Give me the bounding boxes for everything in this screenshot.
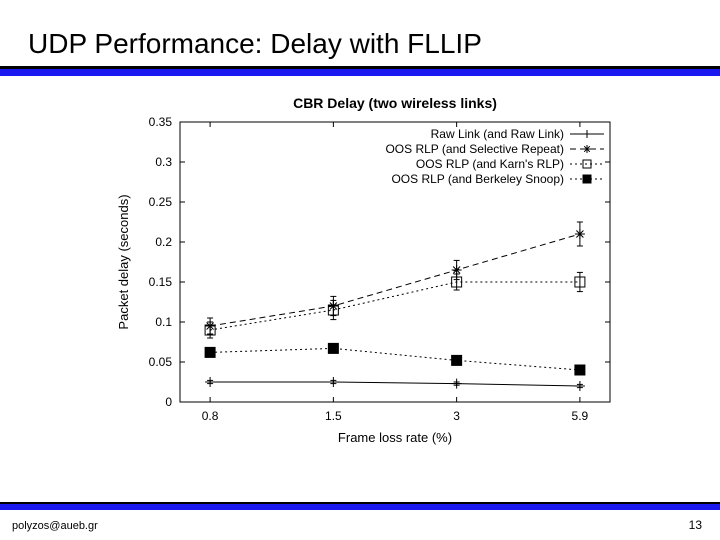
svg-text:3: 3: [453, 409, 460, 423]
svg-text:OOS RLP (and Selective Repeat): OOS RLP (and Selective Repeat): [385, 142, 564, 156]
slide: { "title": "UDP Performance: Delay with …: [0, 0, 720, 540]
svg-text:Frame loss rate (%): Frame loss rate (%): [338, 430, 452, 445]
svg-text:0.8: 0.8: [202, 409, 219, 423]
footer-divider-blue: [0, 504, 720, 510]
svg-text:5.9: 5.9: [572, 409, 589, 423]
svg-text:0.15: 0.15: [149, 275, 173, 289]
delay-chart: CBR Delay (two wireless links) 0 0.05 0.1 0.…: [110, 92, 630, 452]
footer-email: polyzos@aueb.gr: [12, 520, 98, 532]
svg-text:Packet delay (seconds): Packet delay (seconds): [116, 194, 131, 329]
chart-container: CBR Delay (two wireless links) 0 0.05 0.1 0.…: [110, 92, 630, 452]
svg-text:1.5: 1.5: [325, 409, 342, 423]
title-divider-blue: [0, 69, 720, 76]
svg-text:0.05: 0.05: [149, 355, 173, 369]
svg-text:CBR Delay (two wireless links): CBR Delay (two wireless links): [293, 95, 497, 111]
svg-text:0.2: 0.2: [155, 235, 172, 249]
page-title: UDP Performance: Delay with FLLIP: [28, 28, 482, 60]
svg-text:Raw Link (and Raw Link): Raw Link (and Raw Link): [431, 127, 564, 141]
svg-text:0.35: 0.35: [149, 115, 173, 129]
svg-text:0.25: 0.25: [149, 195, 173, 209]
slide-number: 13: [689, 518, 702, 532]
svg-text:0: 0: [165, 395, 172, 409]
svg-text:OOS RLP (and Berkeley Snoop): OOS RLP (and Berkeley Snoop): [391, 172, 564, 186]
svg-text:OOS RLP (and Karn's RLP): OOS RLP (and Karn's RLP): [416, 157, 564, 171]
svg-text:0.3: 0.3: [155, 155, 172, 169]
svg-text:0.1: 0.1: [155, 315, 172, 329]
